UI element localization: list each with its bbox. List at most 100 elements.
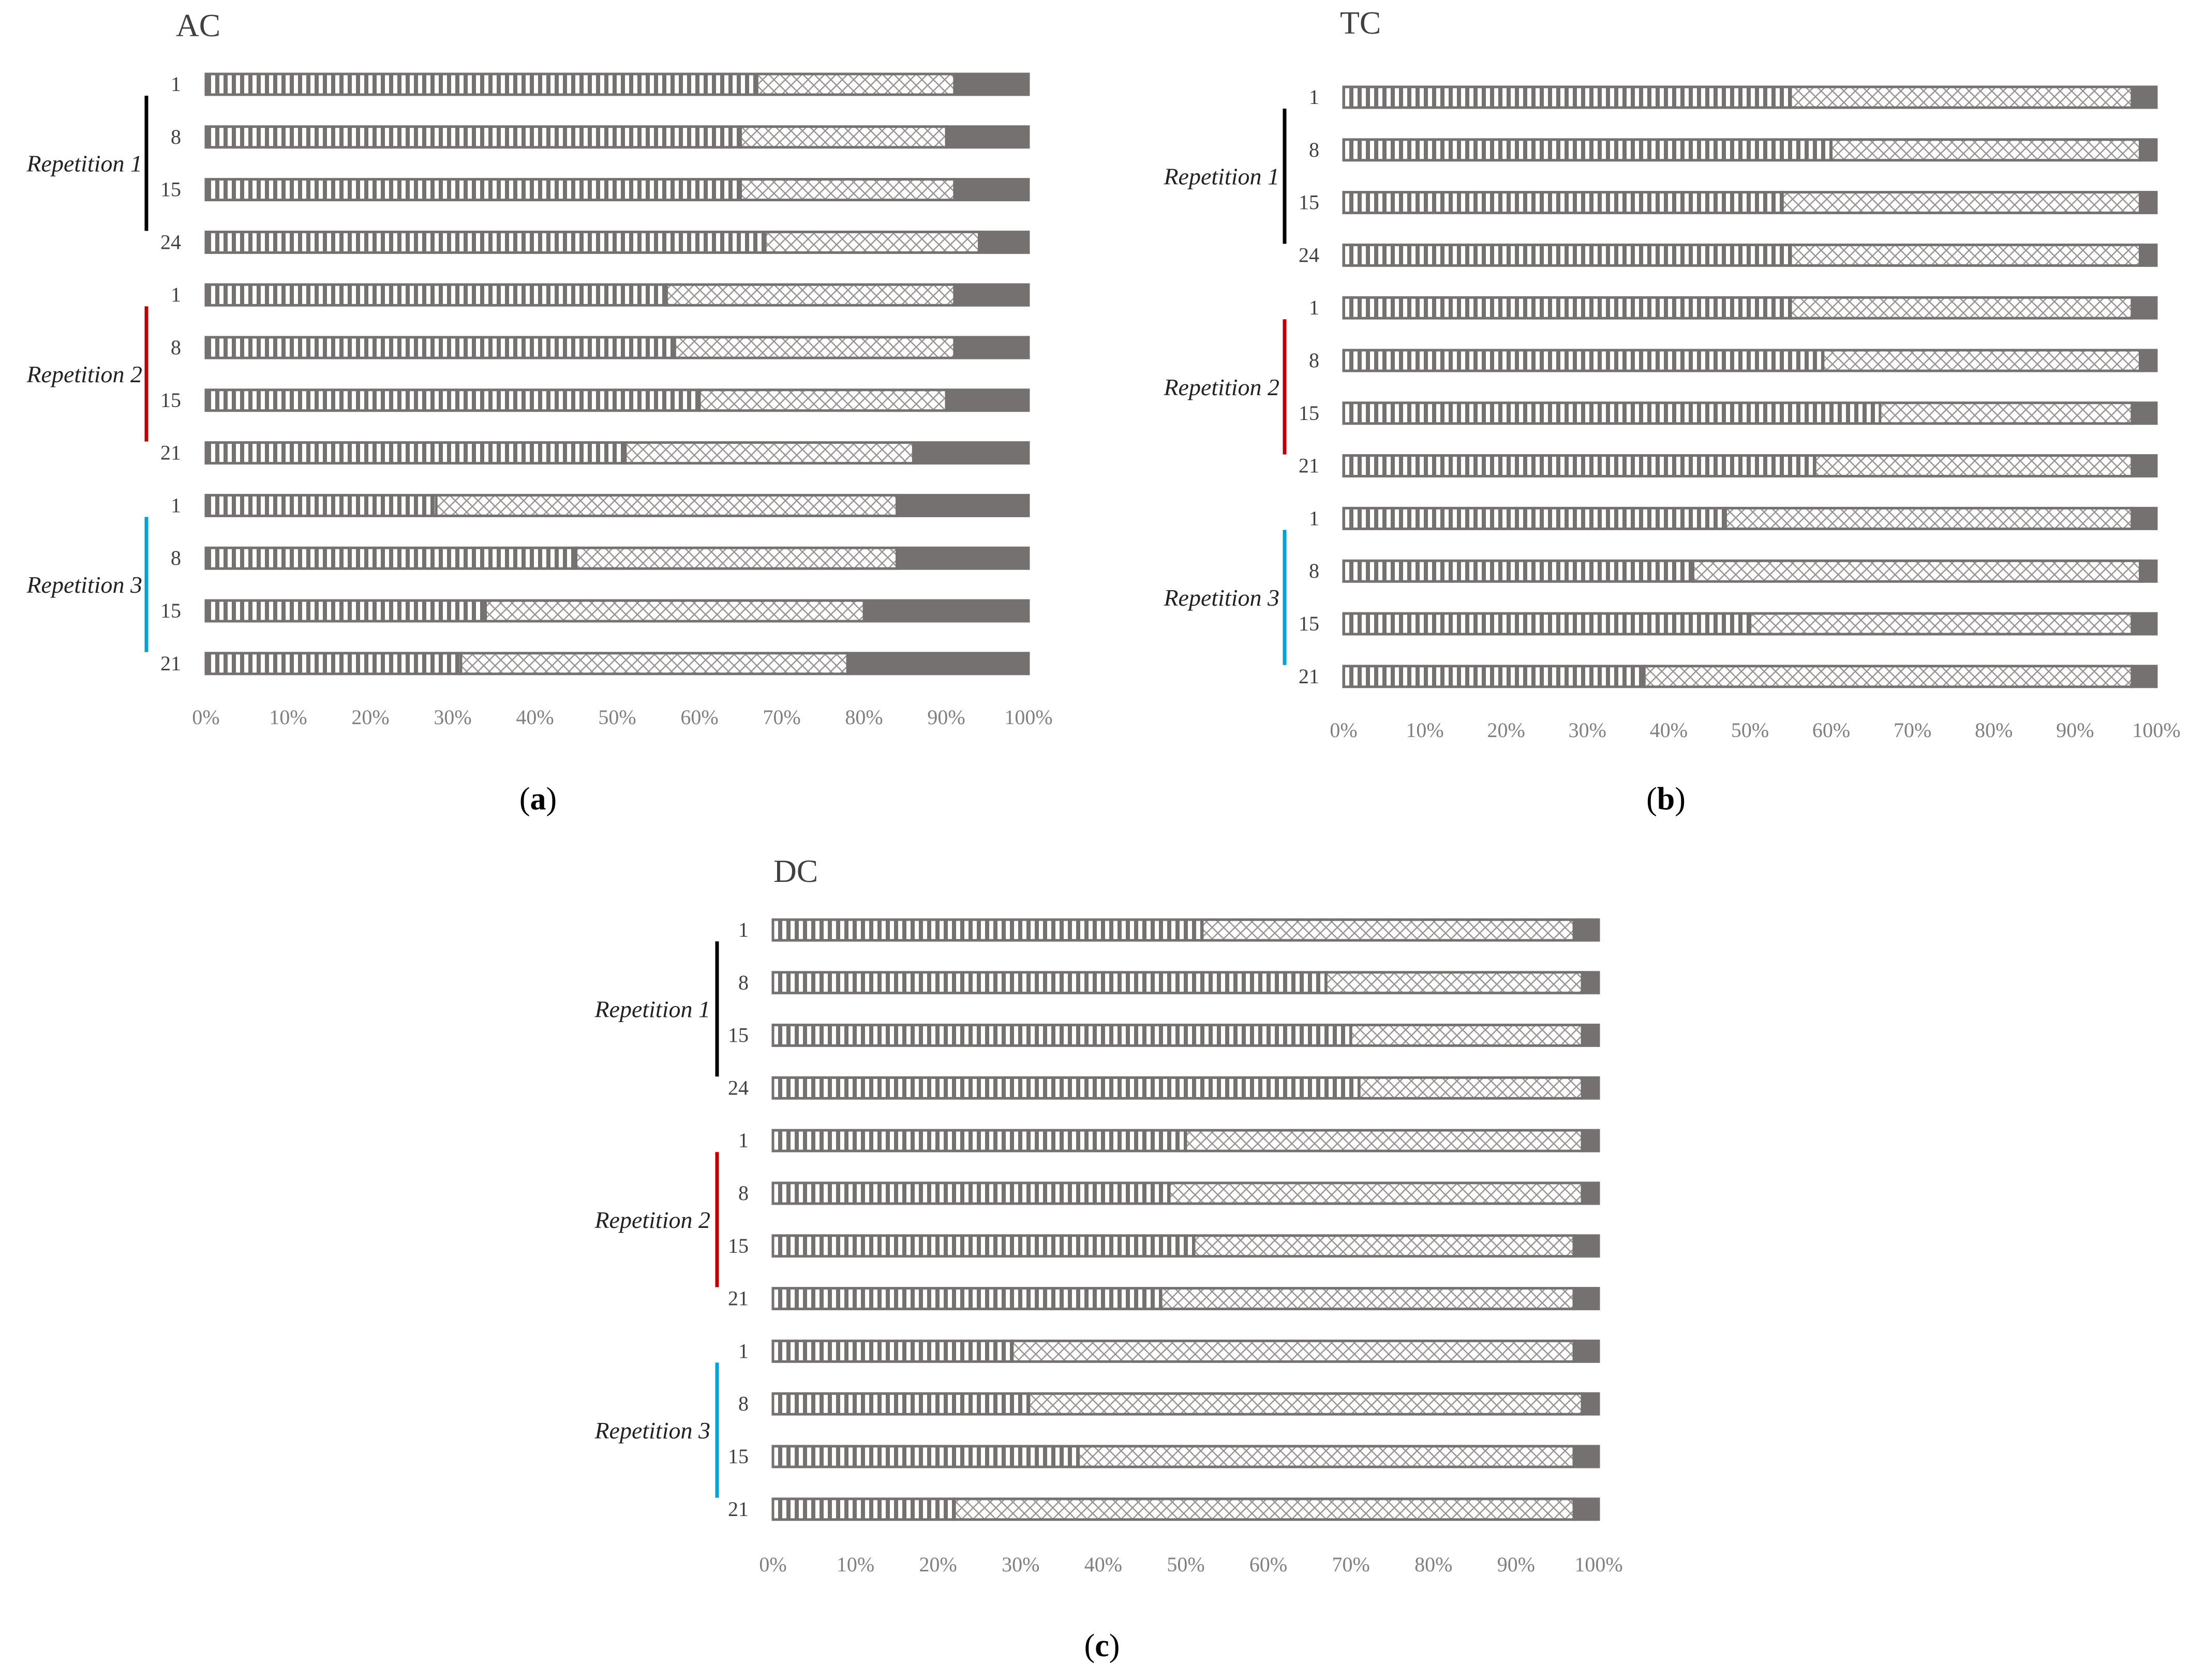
- bar-segment-solid: [2131, 454, 2158, 478]
- bar-segment-vertical-stripe: [1342, 243, 1792, 267]
- chart-title: AC: [176, 8, 220, 43]
- bar-segment-diagonal-cross: [1193, 1234, 1575, 1258]
- category-label: 8: [171, 336, 181, 359]
- bar-segment-vertical-stripe: [204, 125, 742, 149]
- bar-segment-diagonal-cross: [1201, 918, 1575, 942]
- bar-segment-solid: [2131, 85, 2158, 109]
- bar-segment-diagonal-cross: [1324, 971, 1584, 995]
- category-label: 1: [171, 493, 181, 517]
- bar-segment-vertical-stripe: [771, 918, 1204, 942]
- bar-segment-solid: [2131, 506, 2158, 530]
- bar-segment-solid: [1581, 1392, 1600, 1416]
- x-tick-label: 0%: [192, 706, 219, 729]
- bar-segment-solid: [1572, 1497, 1600, 1521]
- bar-segment-solid: [1572, 1339, 1600, 1363]
- bar-segment-solid: [1572, 1234, 1600, 1258]
- bar-segment-diagonal-cross: [673, 336, 956, 359]
- bar-segment-diagonal-cross: [1643, 665, 2134, 688]
- bar-segment-vertical-stripe: [1342, 401, 1882, 425]
- bar-segment-vertical-stripe: [771, 1339, 1014, 1363]
- bar-segment-vertical-stripe: [1342, 612, 1751, 636]
- bar-segment-diagonal-cross: [1159, 1287, 1575, 1311]
- x-tick-label: 30%: [434, 706, 471, 729]
- category-label: 1: [171, 283, 181, 306]
- x-tick-label: 90%: [927, 706, 965, 729]
- bar-segment-vertical-stripe: [771, 971, 1328, 995]
- x-tick-label: 10%: [837, 1553, 874, 1576]
- category-label: 15: [1299, 401, 1319, 425]
- group-label: Repetition 2: [1163, 374, 1279, 400]
- category-label: 8: [738, 1392, 749, 1415]
- x-tick-label: 20%: [1487, 718, 1525, 742]
- category-label: 24: [1299, 243, 1319, 266]
- category-label: 21: [160, 652, 181, 675]
- category-label: 24: [160, 230, 181, 253]
- category-label: 1: [171, 72, 181, 96]
- group-label: Repetition 2: [594, 1207, 710, 1233]
- bar-segment-solid: [1581, 971, 1600, 995]
- x-tick-label: 0%: [1330, 718, 1357, 742]
- bar-segment-solid: [2131, 296, 2158, 320]
- bar-segment-vertical-stripe: [1342, 454, 1816, 478]
- category-label: 15: [728, 1024, 749, 1047]
- category-label: 24: [728, 1076, 749, 1099]
- x-tick-label: 20%: [919, 1553, 957, 1576]
- bar-segment-vertical-stripe: [1342, 85, 1792, 109]
- category-label: 1: [1309, 85, 1319, 109]
- x-tick-label: 80%: [1414, 1553, 1452, 1576]
- group-label: Repetition 3: [26, 572, 142, 598]
- x-tick-label: 100%: [1004, 706, 1052, 729]
- category-label: 8: [738, 1181, 749, 1205]
- category-label: 21: [728, 1497, 749, 1521]
- x-tick-label: 70%: [763, 706, 800, 729]
- x-tick-label: 70%: [1332, 1553, 1370, 1576]
- bar-segment-vertical-stripe: [1342, 138, 1833, 162]
- x-tick-label: 60%: [1249, 1553, 1287, 1576]
- bar-segment-diagonal-cross: [698, 388, 948, 412]
- bar-segment-solid: [912, 441, 1030, 465]
- category-label: 21: [160, 441, 181, 464]
- bar-segment-solid: [945, 388, 1030, 412]
- bar-segment-diagonal-cross: [1879, 401, 2134, 425]
- category-label: 1: [1309, 506, 1319, 530]
- category-label: 15: [160, 178, 181, 201]
- bar-segment-solid: [953, 72, 1030, 96]
- bar-segment-vertical-stripe: [204, 283, 668, 307]
- x-tick-label: 100%: [1574, 1553, 1622, 1576]
- bar-segment-diagonal-cross: [1789, 243, 2142, 267]
- bar-segment-solid: [1572, 918, 1600, 942]
- category-label: 15: [728, 1445, 749, 1468]
- bar-segment-solid: [978, 230, 1030, 254]
- category-label: 15: [160, 599, 181, 622]
- bar-segment-vertical-stripe: [204, 652, 463, 676]
- x-tick-label: 50%: [1731, 718, 1769, 742]
- group-label: Repetition 1: [1163, 163, 1279, 190]
- bar-segment-solid: [2139, 138, 2158, 162]
- group-label: Repetition 2: [26, 361, 142, 387]
- category-label: 21: [1299, 454, 1319, 477]
- bar-segment-diagonal-cross: [1011, 1339, 1575, 1363]
- bar-segment-vertical-stripe: [204, 441, 627, 465]
- bar-segment-solid: [1581, 1076, 1600, 1100]
- bar-segment-solid: [1572, 1287, 1600, 1311]
- x-tick-label: 40%: [516, 706, 554, 729]
- bar-segment-solid: [953, 178, 1030, 202]
- category-label: 15: [728, 1234, 749, 1257]
- bar-segment-solid: [2139, 243, 2158, 267]
- x-tick-label: 80%: [845, 706, 883, 729]
- x-tick-label: 60%: [1812, 718, 1850, 742]
- x-tick-label: 30%: [1569, 718, 1606, 742]
- bar-segment-vertical-stripe: [771, 1129, 1187, 1152]
- x-tick-label: 90%: [1497, 1553, 1535, 1576]
- x-tick-label: 10%: [269, 706, 307, 729]
- bar-segment-diagonal-cross: [953, 1497, 1575, 1521]
- bar-segment-solid: [953, 283, 1030, 307]
- category-label: 1: [1309, 296, 1319, 319]
- bar-segment-vertical-stripe: [204, 72, 758, 96]
- bar-segment-solid: [1581, 1181, 1600, 1205]
- bar-segment-solid: [896, 546, 1030, 570]
